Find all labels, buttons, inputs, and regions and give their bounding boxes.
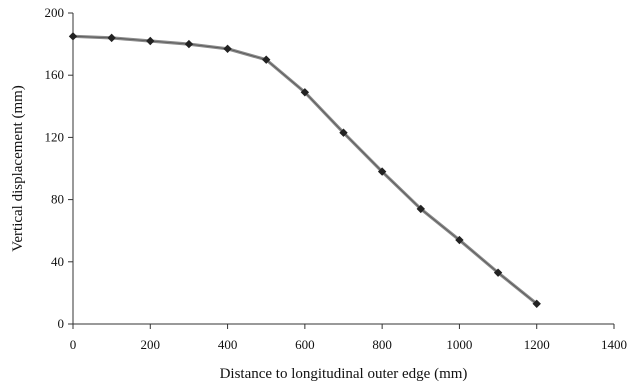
x-tick-label: 1200	[524, 337, 550, 352]
series-line-core	[72, 35, 537, 305]
data-point	[339, 128, 348, 137]
series-layer	[68, 32, 541, 308]
data-point	[146, 36, 155, 46]
x-tick-label: 200	[141, 337, 161, 352]
x-tick-label: 0	[70, 337, 77, 352]
x-tick-label: 600	[295, 337, 315, 352]
data-point	[223, 44, 232, 53]
data-point	[184, 39, 194, 49]
y-axis-title: Vertical displacement (mm)	[10, 85, 26, 252]
x-axis-title: Distance to longitudinal outer edge (mm)	[220, 366, 468, 382]
data-point	[532, 299, 541, 308]
y-tick-label: 40	[51, 254, 64, 269]
data-point	[107, 33, 116, 43]
y-tick-label: 200	[45, 5, 65, 20]
y-tick-label: 80	[51, 192, 64, 207]
data-point	[300, 88, 310, 97]
data-point	[262, 55, 271, 64]
x-axis-ticks: 0 200 400 600 800 1000 1200 1400	[70, 324, 627, 352]
x-tick-label: 800	[372, 337, 392, 352]
y-tick-label: 0	[58, 316, 65, 331]
y-tick-label: 160	[45, 67, 65, 82]
x-tick-label: 1400	[601, 337, 627, 352]
y-tick-label: 120	[45, 129, 65, 144]
x-tick-label: 1000	[446, 337, 472, 352]
data-point	[455, 235, 464, 245]
data-point	[416, 204, 425, 214]
data-point	[377, 167, 387, 176]
y-axis-ticks: 0 40 80 120 160 200	[45, 5, 73, 331]
series-line	[71, 34, 539, 306]
x-tick-label: 400	[218, 337, 238, 352]
data-point	[493, 268, 503, 277]
data-point	[68, 32, 78, 41]
